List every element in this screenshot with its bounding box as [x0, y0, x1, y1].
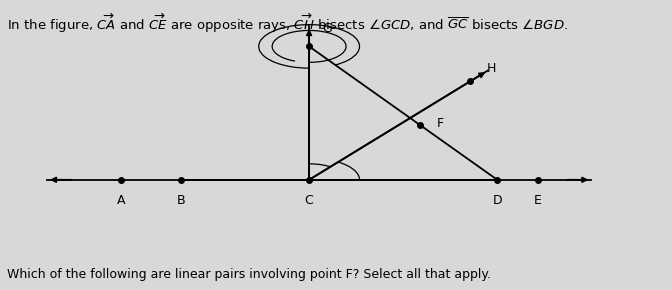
Text: F: F: [437, 117, 444, 130]
Text: E: E: [534, 194, 542, 207]
Text: B: B: [177, 194, 185, 207]
Text: D: D: [493, 194, 502, 207]
Text: G: G: [323, 22, 333, 35]
Text: H: H: [487, 62, 497, 75]
Text: C: C: [304, 194, 314, 207]
Text: A: A: [117, 194, 125, 207]
Text: Which of the following are linear pairs involving point F? Select all that apply: Which of the following are linear pairs …: [7, 268, 491, 281]
Text: In the figure, $\overrightarrow{CA}$ and $\overrightarrow{CE}$ are opposite rays: In the figure, $\overrightarrow{CA}$ and…: [7, 12, 568, 35]
